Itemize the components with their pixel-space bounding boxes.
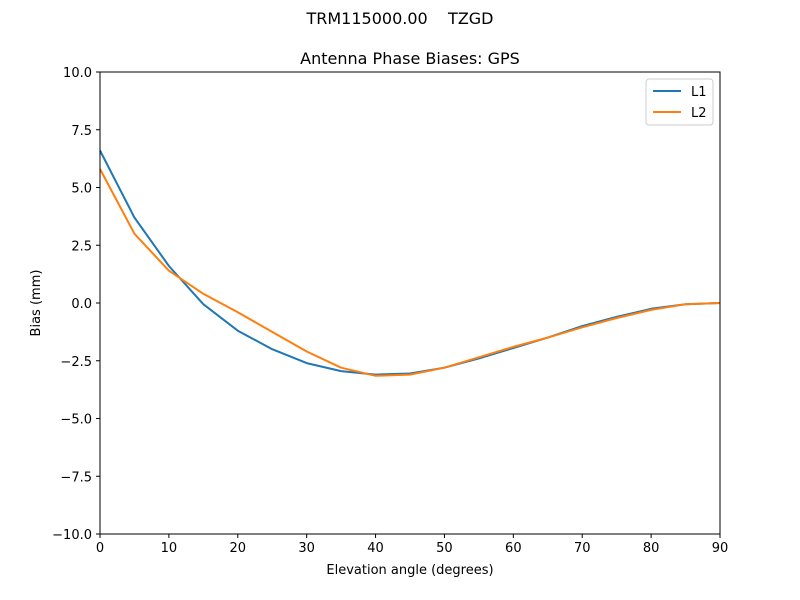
x-axis: 0 10 20 30 40 50 60 70 80 90 [96,534,728,556]
x-tick-label: 50 [436,541,453,556]
y-tick-label: −10.0 [52,528,92,543]
x-tick-label: 80 [643,541,660,556]
plot-title: Antenna Phase Biases: GPS [300,49,520,68]
x-tick-label: 30 [298,541,315,556]
plot-frame [99,71,721,535]
x-axis-label: Elevation angle (degrees) [326,563,493,578]
series-line-l2 [99,168,721,377]
x-tick-label: 60 [505,541,522,556]
y-tick-label: −2.5 [60,355,92,370]
x-tick-label: 40 [367,541,384,556]
x-tick-label: 10 [161,541,178,556]
y-tick-label: 2.5 [71,239,92,254]
y-axis-label: Bias (mm) [29,270,44,337]
legend-label-l1: L1 [691,85,707,100]
x-tick-label: 0 [96,541,104,556]
x-tick-label: 70 [574,541,591,556]
y-tick-label: 0.0 [71,297,92,312]
legend-label-l2: L2 [691,106,707,121]
y-tick-label: 10.0 [63,66,92,81]
y-tick-label: 7.5 [71,124,92,139]
y-axis: −10.0 −7.5 −5.0 −2.5 0.0 2.5 5.0 7.5 10.0 [52,66,100,543]
x-tick-label: 20 [230,541,247,556]
x-tick-label: 90 [712,541,729,556]
y-tick-label: 5.0 [71,182,92,197]
series-layer [99,150,721,377]
y-tick-label: −5.0 [60,413,92,428]
series-line-l1 [99,150,721,376]
y-tick-label: −7.5 [60,470,92,485]
figure-suptitle: TRM115000.00 TZGD [306,9,494,28]
